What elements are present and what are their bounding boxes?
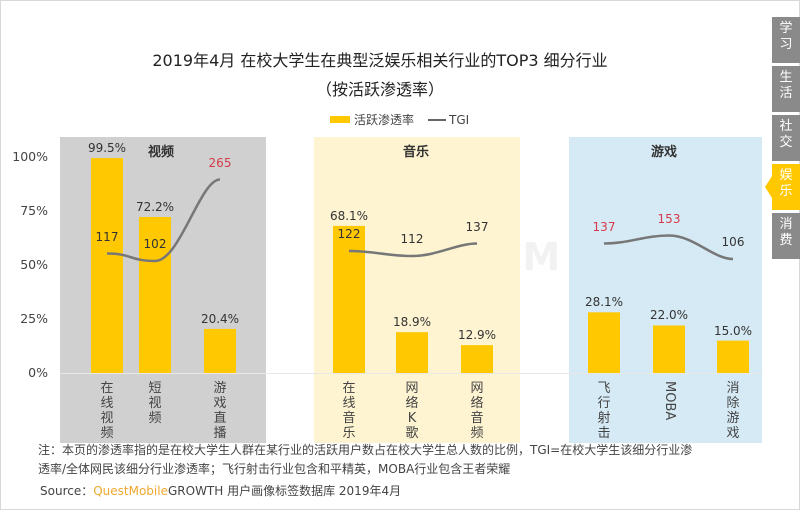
group-title-video: 视频	[148, 145, 175, 160]
y-tick-label: 100%	[12, 149, 48, 164]
legend-line-label: TGI	[449, 112, 470, 127]
x-category-label: 在线音乐	[342, 381, 356, 441]
bar-value-label: 20.4%	[200, 311, 240, 326]
chart-subtitle: （按活跃渗透率）	[315, 80, 444, 99]
x-category-label: MOBA	[662, 381, 677, 421]
side-tab-char: 费	[779, 233, 793, 248]
y-tick-label: 0%	[28, 365, 48, 380]
bar-MOBA	[653, 325, 685, 373]
tgi-value-label: 122	[337, 227, 361, 241]
tgi-value-label: 153	[657, 211, 681, 226]
side-tab-char: 消	[779, 217, 793, 232]
footnote-line-2: 透率/全体网民该细分行业渗透率；飞行射击行业包含和平精英，MOBA行业包含王者荣…	[38, 462, 511, 476]
x-category-label: 网络K歌	[405, 381, 419, 441]
side-tab-3[interactable]: 娱乐	[765, 164, 800, 210]
bar-value-label: 22.0%	[649, 308, 689, 323]
side-tab-char: 社	[779, 119, 793, 134]
side-tab-char: 娱	[779, 168, 793, 183]
x-category-label: 消除游戏	[726, 381, 740, 441]
x-axis-baseline	[60, 373, 763, 374]
bar-消除游戏	[717, 340, 749, 373]
bar-游戏直播	[204, 328, 236, 373]
bar-value-label: 28.1%	[584, 295, 624, 310]
y-tick-label: 25%	[20, 311, 48, 326]
bar-短视频	[139, 217, 171, 373]
tgi-line-游戏	[603, 234, 734, 261]
bar-value-label: 12.9%	[457, 328, 497, 343]
side-tab-1[interactable]: 生活	[772, 66, 800, 112]
bar-value-label: 18.9%	[392, 315, 432, 330]
legend-line-swatch	[428, 118, 447, 121]
side-tab-char: 习	[779, 37, 793, 52]
side-tab-char: 交	[779, 135, 793, 150]
side-tab-2[interactable]: 社交	[772, 115, 800, 161]
bar-飞行射击	[588, 312, 620, 373]
source-prefix: Source：	[40, 484, 94, 498]
x-category-label: 在线视频	[100, 381, 114, 441]
tgi-line-视频	[106, 178, 221, 263]
bar-value-label: 72.2%	[135, 200, 175, 215]
tgi-line-音乐	[348, 242, 478, 258]
x-category-label: 短视频	[148, 381, 162, 426]
x-category-label: 游戏直播	[213, 381, 227, 441]
y-tick-label: 50%	[20, 257, 48, 272]
footnote-line-1: 注：本页的渗透率指的是在校大学生人群在某行业的活跃用户数占在校大学生总人数的比例…	[38, 443, 693, 457]
bar-在线视频	[91, 158, 123, 373]
bar-value-label: 68.1%	[329, 208, 369, 223]
bar-网络音频	[461, 345, 493, 373]
tgi-value-label: 102	[143, 237, 167, 251]
source-rest: GROWTH 用户画像标签数据库 2019年4月	[167, 484, 402, 498]
bar-value-label: 99.5%	[87, 141, 127, 156]
tgi-value-label: 137	[465, 219, 489, 234]
tgi-value-label: 117	[95, 229, 119, 244]
side-tab-char: 生	[779, 70, 793, 85]
legend-bar-label: 活跃渗透率	[354, 113, 415, 127]
y-tick-label: 75%	[20, 203, 48, 218]
side-tab-char: 活	[779, 86, 793, 101]
legend: 活跃渗透率 TGI	[330, 111, 469, 128]
chart-title: 2019年4月 在校大学生在典型泛娱乐相关行业的TOP3 细分行业	[152, 51, 608, 70]
bar-网络K歌	[396, 332, 428, 373]
side-tab-4[interactable]: 消费	[772, 213, 800, 259]
tgi-value-label: 137	[592, 219, 616, 234]
group-panel-game	[569, 137, 762, 443]
bar-在线音乐	[333, 225, 365, 373]
side-tab-char: 学	[779, 21, 793, 36]
group-title-music: 音乐	[403, 145, 430, 160]
tgi-value-label: 265	[208, 155, 232, 170]
bar-value-label: 15.0%	[713, 323, 753, 338]
x-category-label: 飞行射击	[597, 381, 611, 441]
side-tab-char: 乐	[779, 184, 793, 199]
side-tab-0[interactable]: 学习	[772, 17, 800, 63]
group-title-game: 游戏	[651, 145, 678, 160]
legend-bar-swatch	[330, 116, 350, 123]
tgi-value-label: 112	[400, 232, 424, 246]
x-category-label: 网络音频	[470, 381, 484, 441]
source-line: Source：QuestMobileGROWTH 用户画像标签数据库 2019年…	[40, 482, 401, 499]
tgi-value-label: 106	[721, 235, 745, 249]
source-brand: QuestMobile	[93, 484, 168, 498]
